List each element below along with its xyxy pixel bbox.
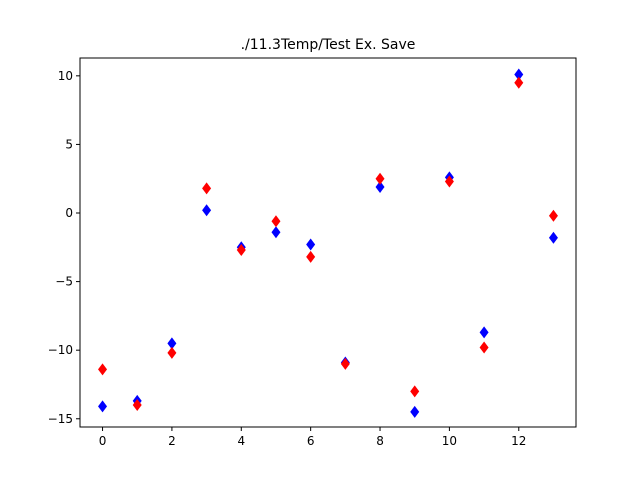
series-2-point [410,385,420,398]
x-tick-label: 6 [307,434,315,448]
series-2-point [548,209,558,222]
series-1-point [514,68,524,81]
series-1-point [271,226,281,239]
series-2-point [236,244,246,257]
series-1-point [167,337,177,350]
series-2-point [444,175,454,188]
series-1-point [375,180,385,193]
series-2-point [98,363,108,376]
y-tick-label: −10 [48,343,73,357]
series-1-point [548,231,558,244]
x-tick-label: 12 [511,434,526,448]
series-1-point [202,204,212,217]
y-tick-label: −15 [48,412,73,426]
series-2-point [514,76,524,89]
series-2-point [271,215,281,228]
x-tick-label: 10 [442,434,457,448]
series-2-point [340,357,350,370]
series-2-point [167,346,177,359]
series-1-point [479,326,489,339]
x-tick-label: 8 [376,434,384,448]
y-axis: 10 5 0 −5 −10 −15 [48,69,80,426]
series-1-point [98,400,108,413]
x-axis: 0 2 4 6 8 10 12 [99,427,526,448]
x-tick-label: 0 [99,434,107,448]
series-1-point [410,405,420,418]
y-tick-label: 5 [65,137,73,151]
plot-area-frame [79,57,577,428]
x-tick-label: 4 [237,434,245,448]
chart-title: ./11.3Temp/Test Ex. Save [241,37,416,53]
series-1-point [306,238,316,251]
series-2-point [132,399,142,412]
data-points [98,68,558,418]
x-tick-label: 2 [168,434,176,448]
series-2-point [202,182,212,195]
series-2-point [479,341,489,354]
y-tick-label: −5 [55,275,73,289]
y-tick-label: 0 [65,206,73,220]
y-tick-label: 10 [58,69,73,83]
series-2-point [375,172,385,185]
series-2-point [306,250,316,263]
